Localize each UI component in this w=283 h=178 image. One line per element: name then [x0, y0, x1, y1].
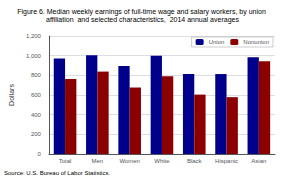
svg-text:400: 400 — [31, 112, 42, 118]
svg-text:Black: Black — [187, 158, 203, 164]
svg-text:200: 200 — [31, 131, 42, 137]
svg-text:800: 800 — [31, 72, 42, 78]
svg-text:Figure 6. Median weekly earnin: Figure 6. Median weekly earnings of full… — [17, 8, 266, 16]
svg-text:Source: U.S. Bureau of Labor S: Source: U.S. Bureau of Labor Statistics. — [4, 170, 110, 176]
svg-text:Asian: Asian — [251, 158, 266, 164]
svg-text:Men: Men — [92, 158, 104, 164]
svg-text:1,000: 1,000 — [26, 53, 42, 59]
svg-text:600: 600 — [31, 92, 42, 98]
svg-text:Total: Total — [59, 158, 72, 164]
svg-text:Women: Women — [119, 158, 140, 164]
svg-text:Union: Union — [209, 39, 225, 45]
svg-text:White: White — [154, 158, 170, 164]
svg-text:Dollars: Dollars — [8, 84, 15, 106]
svg-text:Hispanic: Hispanic — [215, 158, 238, 164]
svg-text:1,200: 1,200 — [26, 33, 42, 39]
svg-text:0: 0 — [38, 151, 42, 157]
svg-text:affiliation and selected char: affiliation and selected characteristics… — [44, 16, 239, 24]
svg-text:Nonunion: Nonunion — [243, 39, 269, 45]
